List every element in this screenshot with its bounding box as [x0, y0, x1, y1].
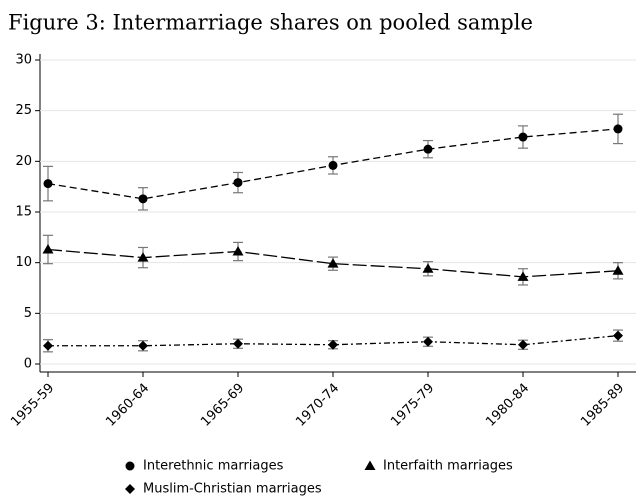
marker	[43, 179, 53, 189]
marker	[612, 265, 624, 275]
legend-marker	[125, 461, 135, 471]
marker	[423, 336, 433, 347]
marker	[137, 252, 149, 262]
marker	[613, 330, 623, 341]
marker	[233, 338, 243, 349]
y-tick-label: 15	[15, 205, 32, 220]
y-tick-label: 20	[15, 154, 32, 169]
marker	[518, 339, 528, 350]
marker	[43, 340, 53, 351]
y-tick-label: 30	[15, 53, 32, 68]
legend-label: Muslim-Christian marriages	[143, 482, 322, 497]
marker	[328, 339, 338, 350]
legend-marker	[364, 460, 376, 470]
marker	[517, 271, 529, 281]
chart-title: Figure 3: Intermarriage shares on pooled…	[8, 11, 533, 35]
y-tick-label: 0	[24, 357, 32, 372]
y-tick-label: 25	[15, 103, 32, 118]
legend-label: Interfaith marriages	[383, 459, 513, 474]
marker	[328, 160, 338, 170]
marker	[138, 340, 148, 351]
marker	[232, 246, 244, 256]
legend-label: Interethnic marriages	[143, 459, 284, 474]
marker	[518, 132, 528, 142]
marker	[422, 263, 434, 273]
marker	[233, 178, 243, 188]
marker	[138, 194, 148, 204]
marker	[613, 124, 623, 134]
marker	[423, 144, 433, 154]
marker	[42, 243, 54, 254]
marker	[327, 258, 339, 268]
y-tick-label: 5	[24, 306, 32, 321]
y-tick-label: 10	[15, 255, 32, 270]
legend-marker	[125, 484, 135, 494]
